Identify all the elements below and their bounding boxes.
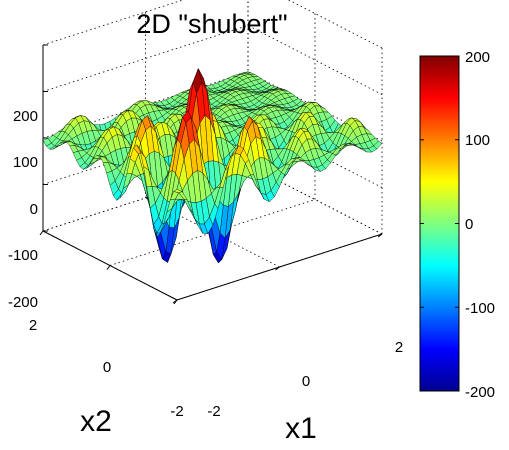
y-tick-label: -2 — [170, 403, 183, 420]
z-tick-label: -100 — [8, 247, 38, 264]
y-tick — [173, 299, 178, 305]
y-tick — [106, 265, 111, 270]
colorbar-tick-label: 200 — [465, 49, 490, 66]
x-tick-label: 0 — [302, 373, 310, 390]
colorbar-tick-label: 100 — [465, 132, 490, 149]
colorbar — [419, 55, 460, 392]
surface-plot — [42, 67, 383, 264]
z-tick-label: 0 — [30, 201, 38, 218]
x-tick-label: 2 — [395, 339, 403, 356]
x-tick — [377, 233, 383, 238]
y-axis-label: x2 — [80, 405, 112, 438]
axes-front-edges — [39, 44, 383, 305]
chart-title: 2D "shubert" — [136, 9, 287, 39]
surface-patch — [173, 189, 183, 194]
z-tick-label: -200 — [8, 294, 38, 311]
x-tick — [275, 266, 280, 271]
x-axis-label: x1 — [285, 412, 317, 445]
z-tick-label: 200 — [13, 108, 38, 125]
colorbar-tick-label: 0 — [465, 216, 473, 233]
colorbar-tick-label: -200 — [465, 384, 495, 401]
colorbar-ticks — [420, 139, 459, 308]
y-tick — [39, 230, 44, 236]
z-tick-label: 100 — [13, 154, 38, 171]
y-tick-label: 0 — [103, 359, 111, 376]
x-tick-label: -2 — [207, 403, 220, 420]
colorbar-tick-label: -100 — [465, 300, 495, 317]
y-tick-label: 2 — [29, 317, 37, 334]
